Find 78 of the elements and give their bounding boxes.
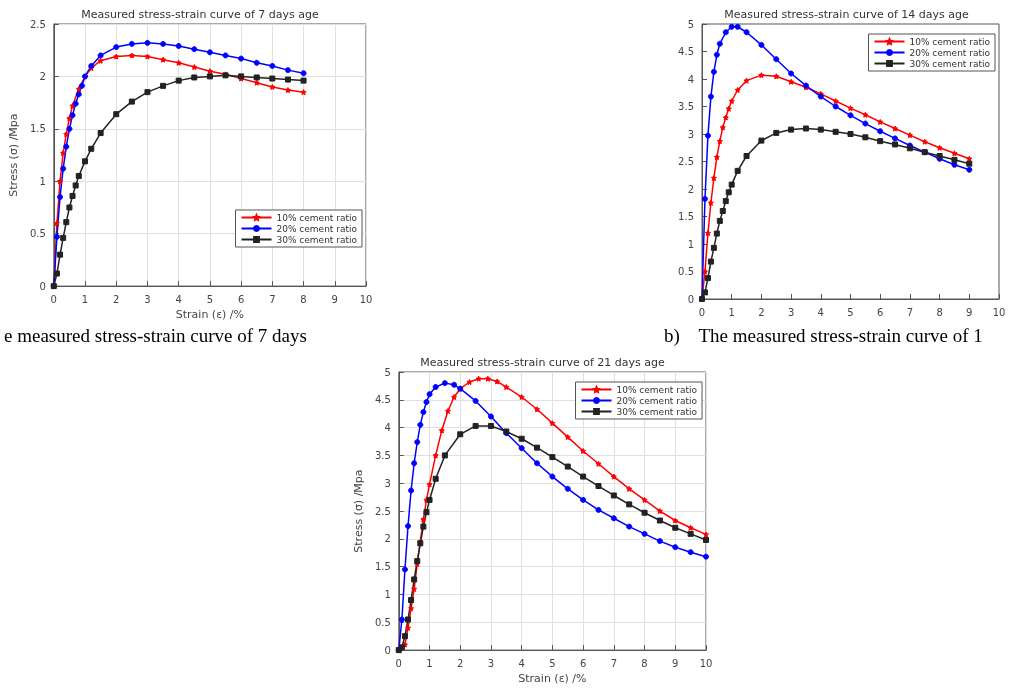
y-tick-label: 1.5 xyxy=(29,123,46,135)
legend-label: 30% cement ratio xyxy=(616,406,698,417)
legend-label: 20% cement ratio xyxy=(909,47,991,58)
x-tick-label: 7 xyxy=(610,657,618,669)
x-axis-title: Strain (ε) /% xyxy=(175,308,245,321)
y-tick-label: 0.5 xyxy=(374,616,391,628)
x-tick-label: 7 xyxy=(906,306,914,318)
x-tick-label: 3 xyxy=(487,657,495,669)
x-tick-label: 4 xyxy=(175,293,182,305)
legend-label: 10% cement ratio xyxy=(909,36,991,47)
y-tick-label: 4 xyxy=(384,422,391,434)
x-tick-label: 5 xyxy=(847,306,854,318)
x-tick-label: 10 xyxy=(992,306,1006,318)
x-tick-label: 3 xyxy=(787,306,795,318)
x-tick-label: 8 xyxy=(300,293,307,305)
y-tick-label: 0 xyxy=(384,644,391,656)
x-tick-label: 4 xyxy=(518,657,525,669)
y-tick-label: 1 xyxy=(384,588,391,600)
chart-title: Measured stress-strain curve of 21 days age xyxy=(420,356,665,369)
legend-label: 30% cement ratio xyxy=(909,58,991,69)
y-tick-label: 4 xyxy=(687,73,694,85)
y-tick-label: 2.5 xyxy=(678,156,694,167)
x-tick-label: 2 xyxy=(113,293,120,305)
legend-label: 10% cement ratio xyxy=(616,384,698,395)
y-tick-label: 4.5 xyxy=(678,46,694,57)
x-tick-label: 4 xyxy=(817,306,824,318)
legend-label: 10% cement ratio xyxy=(276,212,358,223)
x-tick-label: 8 xyxy=(641,657,648,669)
y-tick-label: 3.5 xyxy=(678,101,694,112)
y-tick-label: 2 xyxy=(687,183,694,195)
x-tick-label: 6 xyxy=(877,306,884,318)
x-tick-label: 9 xyxy=(331,293,338,305)
y-tick-label: 3.5 xyxy=(374,449,391,461)
legend-label: 20% cement ratio xyxy=(616,395,698,406)
chart-title: Measured stress-strain curve of 14 days age xyxy=(724,8,969,21)
y-tick-label: 5 xyxy=(687,18,694,30)
legend-label: 30% cement ratio xyxy=(276,234,358,245)
x-tick-label: 0 xyxy=(698,306,706,318)
chart-title: Measured stress-strain curve of 7 days age xyxy=(81,8,319,21)
y-axis-title: Stress (σ) /Mpa xyxy=(7,113,20,197)
y-tick-label: 1.5 xyxy=(678,211,694,222)
x-tick-label: 0 xyxy=(395,657,402,669)
y-tick-label: 3 xyxy=(384,477,391,489)
x-axis-title: Strain (ε) /% xyxy=(518,672,587,685)
y-tick-label: 2 xyxy=(39,70,46,82)
x-tick-label: 10 xyxy=(699,657,713,669)
y-tick-label: 4.5 xyxy=(374,394,391,406)
y-tick-label: 0.5 xyxy=(29,228,46,240)
y-tick-label: 5 xyxy=(384,366,391,378)
y-tick-label: 0.5 xyxy=(678,266,694,277)
y-tick-label: 2.5 xyxy=(29,18,46,30)
x-tick-label: 9 xyxy=(966,306,973,318)
x-tick-label: 2 xyxy=(457,657,464,669)
x-tick-label: 10 xyxy=(359,293,373,305)
y-tick-label: 3 xyxy=(687,128,694,140)
y-tick-label: 0 xyxy=(39,280,46,292)
x-tick-label: 0 xyxy=(50,293,57,305)
x-tick-label: 1 xyxy=(728,306,735,318)
y-tick-label: 2 xyxy=(384,533,391,545)
x-tick-label: 6 xyxy=(237,293,245,305)
x-tick-label: 9 xyxy=(672,657,679,669)
x-tick-label: 5 xyxy=(549,657,556,669)
legend-label: 20% cement ratio xyxy=(276,223,358,234)
x-tick-label: 7 xyxy=(269,293,276,305)
y-tick-label: 1 xyxy=(39,175,46,187)
y-tick-label: 2.5 xyxy=(374,505,391,517)
x-tick-label: 8 xyxy=(936,306,943,318)
x-tick-label: 3 xyxy=(144,293,151,305)
text: b) The measured stress-strain curve of 1 xyxy=(663,325,984,347)
y-axis-title: Stress (σ) /Mpa xyxy=(352,469,365,553)
y-tick-label: 1 xyxy=(687,238,694,250)
y-tick-label: 1.5 xyxy=(374,561,391,573)
x-tick-label: 6 xyxy=(579,657,587,669)
x-tick-label: 1 xyxy=(81,293,89,305)
x-tick-label: 1 xyxy=(426,657,433,669)
text: e measured stress-strain curve of 7 days xyxy=(3,325,308,347)
x-tick-label: 5 xyxy=(206,293,214,305)
x-tick-label: 2 xyxy=(758,306,765,318)
